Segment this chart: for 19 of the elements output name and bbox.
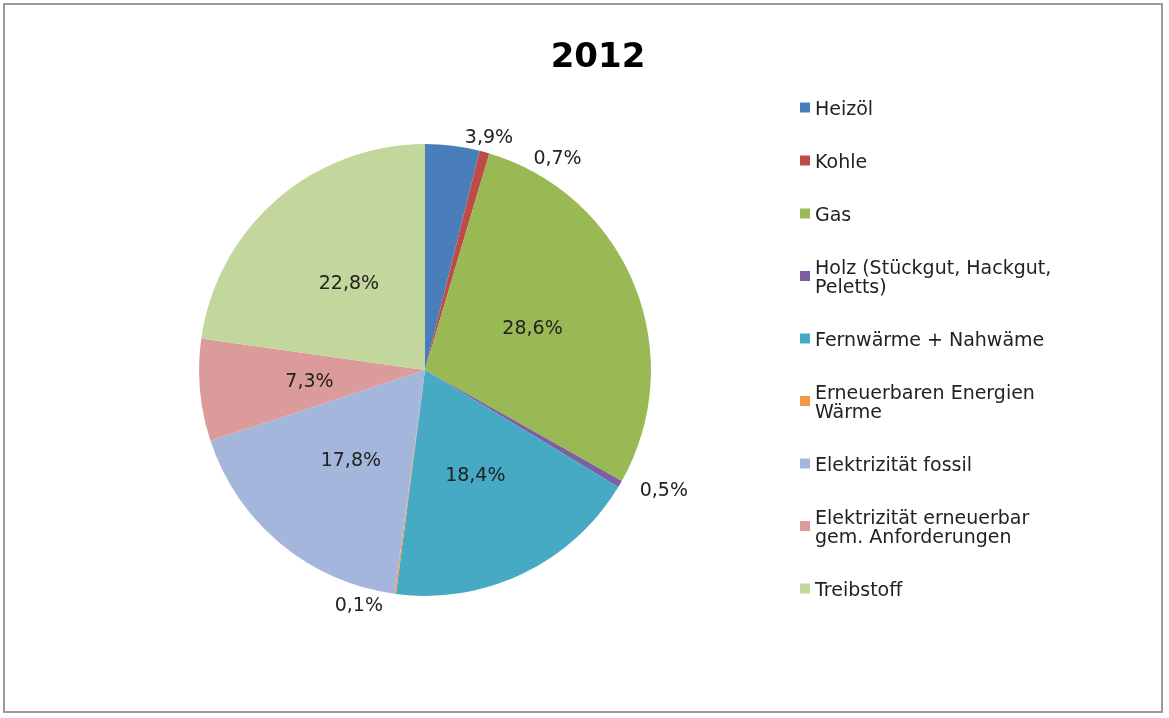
data-label: 0,1% — [334, 592, 383, 615]
legend-label: Heizöl — [815, 96, 874, 119]
data-label: 17,8% — [320, 448, 382, 471]
legend-label: Elektrizität fossil — [815, 452, 973, 475]
data-label: 28,6% — [502, 315, 563, 338]
legend-label: Fernwärme + Nahwäme — [815, 327, 1045, 350]
legend-label: Gas — [815, 202, 852, 225]
legend-label: Holz (Stückgut, Hackgut, Peletts) — [815, 255, 1058, 297]
data-label: 0,7% — [533, 145, 582, 168]
data-label: 18,4% — [445, 463, 506, 486]
data-label: 7,3% — [285, 369, 334, 392]
data-label: 3,9% — [464, 124, 514, 147]
data-label: 22,8% — [318, 271, 380, 294]
chart-title: 2012 — [550, 35, 646, 75]
legend-label: Elektrizität erneuerbar gem. Anforderungen — [815, 505, 1036, 547]
legend-label: Kohle — [815, 149, 868, 172]
data-label: 0,5% — [639, 478, 688, 501]
legend-label: Erneuerbaren Energien Wärme — [815, 380, 1041, 422]
legend-label: Treibstoff — [814, 577, 904, 600]
